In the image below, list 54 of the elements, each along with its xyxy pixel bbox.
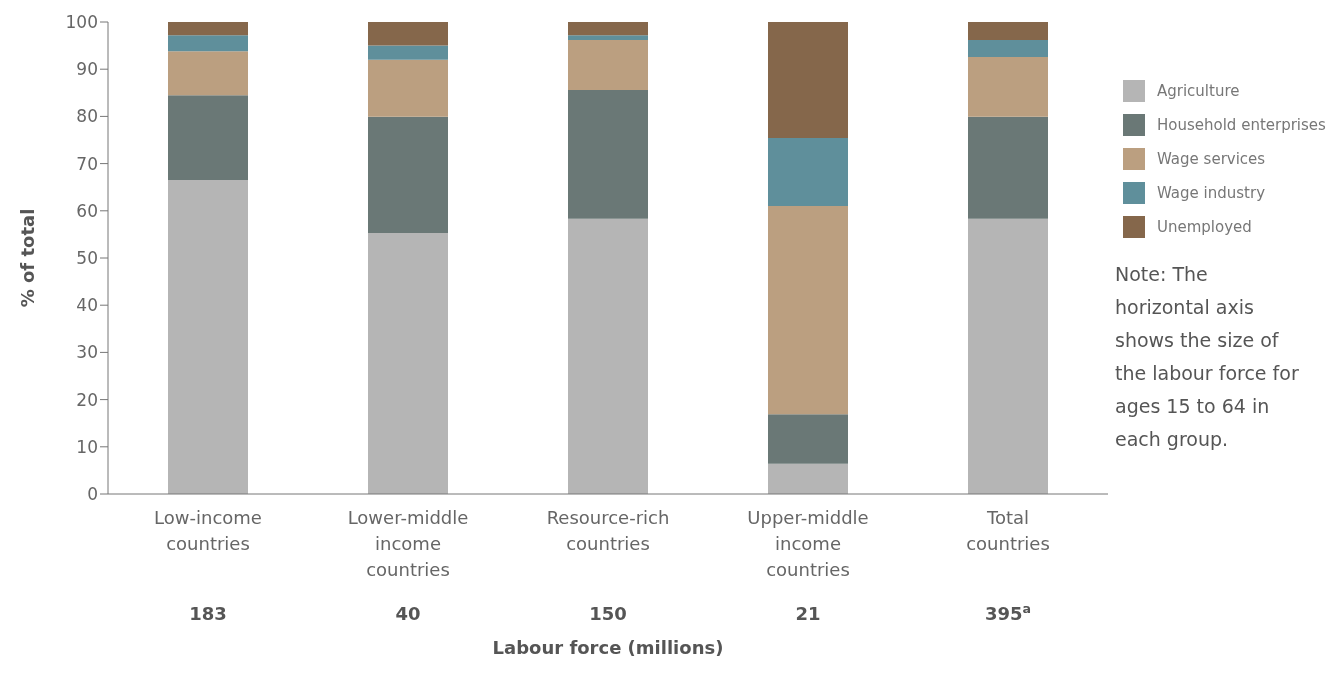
bar (168, 22, 248, 36)
y-tick-label: 80 (76, 106, 98, 127)
bar (568, 218, 648, 494)
bar (168, 180, 248, 494)
bar (568, 39, 648, 90)
y-tick-label: 20 (76, 389, 98, 410)
text: 395$^{a}$ (984, 600, 1032, 624)
bar (368, 22, 448, 46)
y-tick-label: 40 (76, 295, 98, 316)
bar (168, 51, 248, 96)
bar (968, 22, 1048, 40)
text: 40 (395, 603, 421, 624)
bar (368, 116, 448, 233)
x-tick-label: Lower-middle income countries (347, 507, 469, 580)
bar (168, 95, 248, 181)
x-tick-label: Low-income countries (154, 507, 262, 554)
bar (568, 22, 648, 36)
y-tick-label: 50 (76, 248, 98, 269)
bar (768, 138, 848, 207)
y-tick-label: 100 (65, 12, 98, 33)
y-tick-label: 60 (76, 200, 98, 221)
bar (968, 39, 1048, 57)
bar (168, 35, 248, 52)
bar (768, 206, 848, 415)
bar (768, 414, 848, 464)
legend-label: Wage services (1157, 150, 1266, 168)
y-tick-label: 0 (87, 484, 98, 505)
bar (768, 463, 848, 494)
text: 21 (795, 603, 821, 624)
x-axis-title: Labour force (millions) (492, 637, 724, 658)
bar (968, 116, 1048, 219)
x-tick-label: Total countries (966, 507, 1050, 554)
y-tick-label: 10 (76, 436, 98, 457)
bar (568, 89, 648, 219)
bar (568, 35, 648, 40)
y-axis-title: % of total (17, 208, 39, 308)
x-tick-label: Resource-rich countries (546, 507, 670, 554)
bar (368, 232, 448, 494)
legend-label: Agriculture (1157, 82, 1240, 100)
legend-label: Unemployed (1157, 218, 1252, 236)
text: Note: The horizontal axis shows the size of the labour force for ages 15 to 64 in each group. (1115, 262, 1300, 452)
text: 150 (589, 603, 627, 624)
x-tick-label: Upper-middle income countries (747, 507, 869, 580)
y-tick-label: 90 (76, 59, 98, 80)
y-tick-label: 70 (76, 153, 98, 174)
text: 183 (189, 603, 227, 624)
bar (368, 59, 448, 117)
bar (968, 56, 1048, 117)
legend-label: Wage industry (1157, 184, 1266, 202)
bar (368, 45, 448, 60)
y-tick-label: 30 (76, 342, 98, 363)
bar (768, 22, 848, 139)
bar (968, 218, 1048, 494)
legend-label: Household enterprises (1157, 116, 1326, 134)
